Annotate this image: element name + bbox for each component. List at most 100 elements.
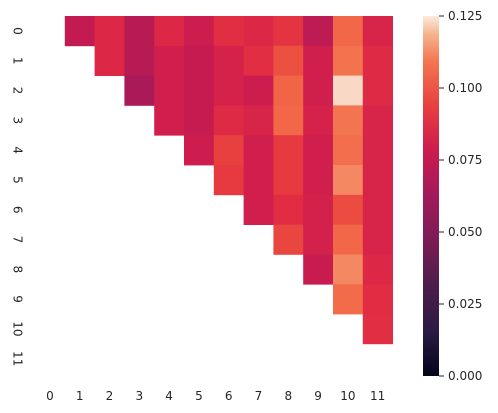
colorbar bbox=[423, 16, 439, 376]
heatmap-cell-7-9 bbox=[303, 224, 334, 255]
x-tick-label-8: 8 bbox=[284, 389, 292, 403]
heatmap-cell-4-6 bbox=[213, 135, 244, 166]
x-tick-label-2: 2 bbox=[106, 389, 114, 403]
y-tick-label-5: 5 bbox=[11, 176, 25, 184]
heatmap-cell-0-8 bbox=[273, 16, 304, 47]
heatmap-cell-2-9 bbox=[303, 75, 334, 106]
heatmap-cell-7-10 bbox=[333, 224, 364, 255]
heatmap-cell-2-6 bbox=[213, 75, 244, 106]
heatmap-cell-3-5 bbox=[184, 105, 215, 136]
y-tick-label-6: 6 bbox=[11, 206, 25, 214]
heatmap-cell-0-9 bbox=[303, 16, 334, 47]
heatmap-cell-3-11 bbox=[362, 105, 393, 136]
heatmap-cell-5-11 bbox=[362, 165, 393, 196]
heatmap-cell-6-11 bbox=[362, 194, 393, 225]
heatmap-cell-2-5 bbox=[184, 75, 215, 106]
heatmap-cell-1-7 bbox=[243, 45, 274, 76]
heatmap-cell-2-3 bbox=[124, 75, 155, 106]
heatmap-cell-4-8 bbox=[273, 135, 304, 166]
heatmap-cell-4-9 bbox=[303, 135, 334, 166]
y-tick-label-11: 11 bbox=[11, 351, 25, 366]
heatmap-cell-6-7 bbox=[243, 194, 274, 225]
colorbar-tick-label-4: 0.100 bbox=[448, 81, 482, 95]
heatmap-cell-1-6 bbox=[213, 45, 244, 76]
heatmap-cell-10-11 bbox=[362, 314, 393, 345]
colorbar-ticks: 0.000 0.025 0.050 0.075 0.100 0.125 bbox=[439, 9, 482, 383]
heatmap-cell-3-8 bbox=[273, 105, 304, 136]
heatmap-cell-8-11 bbox=[362, 254, 393, 285]
heatmap-cell-5-9 bbox=[303, 165, 334, 196]
heatmap-cell-2-7 bbox=[243, 75, 274, 106]
x-tick-label-11: 11 bbox=[370, 389, 385, 403]
heatmap-cell-3-9 bbox=[303, 105, 334, 136]
heatmap-cell-4-7 bbox=[243, 135, 274, 166]
colorbar-tick-label-0: 0.000 bbox=[448, 369, 482, 383]
heatmap-cell-2-11 bbox=[362, 75, 393, 106]
heatmap-cell-1-4 bbox=[154, 45, 185, 76]
heatmap-cell-6-8 bbox=[273, 194, 304, 225]
heatmap-cell-8-10 bbox=[333, 254, 364, 285]
heatmap-cell-4-5 bbox=[184, 135, 215, 166]
y-tick-labels: 0 1 2 3 4 5 6 7 8 9 10 11 bbox=[10, 27, 24, 366]
heatmap-cell-5-7 bbox=[243, 165, 274, 196]
x-tick-label-0: 0 bbox=[46, 389, 54, 403]
heatmap-cell-0-5 bbox=[184, 16, 215, 47]
x-tick-label-10: 10 bbox=[340, 389, 355, 403]
y-tick-label-4: 4 bbox=[11, 146, 25, 154]
heatmap-cell-0-7 bbox=[243, 16, 274, 47]
heatmap-cell-9-10 bbox=[333, 284, 364, 315]
heatmap-cell-3-7 bbox=[243, 105, 274, 136]
heatmap-cell-1-8 bbox=[273, 45, 304, 76]
heatmap-cell-3-10 bbox=[333, 105, 364, 136]
heatmap-cell-2-4 bbox=[154, 75, 185, 106]
heatmap-cell-1-11 bbox=[362, 45, 393, 76]
heatmap-cell-5-10 bbox=[333, 165, 364, 196]
heatmap-cell-0-4 bbox=[154, 16, 185, 47]
x-tick-label-6: 6 bbox=[225, 389, 233, 403]
heatmap-cell-4-10 bbox=[333, 135, 364, 166]
heatmap-cell-1-9 bbox=[303, 45, 334, 76]
x-tick-label-5: 5 bbox=[195, 389, 203, 403]
heatmap-cell-5-6 bbox=[213, 165, 244, 196]
y-tick-label-8: 8 bbox=[11, 265, 25, 273]
heatmap-cell-9-11 bbox=[362, 284, 393, 315]
y-tick-label-0: 0 bbox=[10, 27, 24, 35]
colorbar-tick-label-5: 0.125 bbox=[448, 9, 482, 23]
heatmap-cell-8-9 bbox=[303, 254, 334, 285]
heatmap-cell-3-4 bbox=[154, 105, 185, 136]
heatmap-cell-0-1 bbox=[64, 16, 95, 47]
x-tick-labels: 0 1 2 3 4 5 6 7 8 9 10 11 bbox=[46, 389, 385, 403]
heatmap-cell-5-8 bbox=[273, 165, 304, 196]
heatmap-cell-1-3 bbox=[124, 45, 155, 76]
y-tick-label-7: 7 bbox=[11, 236, 25, 244]
x-tick-label-4: 4 bbox=[165, 389, 173, 403]
y-tick-label-10: 10 bbox=[11, 321, 25, 336]
heatmap-cell-0-11 bbox=[362, 16, 393, 47]
heatmap-cell-1-2 bbox=[94, 45, 125, 76]
heatmap-cell-1-10 bbox=[333, 45, 364, 76]
heatmap-cell-0-3 bbox=[124, 16, 155, 47]
heatmap-cells bbox=[64, 16, 393, 345]
x-tick-label-9: 9 bbox=[314, 389, 322, 403]
y-tick-label-9: 9 bbox=[11, 295, 25, 303]
heatmap-cell-0-6 bbox=[213, 16, 244, 47]
heatmap-cell-3-6 bbox=[213, 105, 244, 136]
heatmap-cell-1-5 bbox=[184, 45, 215, 76]
x-tick-label-3: 3 bbox=[135, 389, 143, 403]
heatmap-cell-0-10 bbox=[333, 16, 364, 47]
heatmap-cell-7-8 bbox=[273, 224, 304, 255]
colorbar-tick-label-2: 0.050 bbox=[448, 225, 482, 239]
heatmap-cell-6-9 bbox=[303, 194, 334, 225]
colorbar-tick-label-1: 0.025 bbox=[448, 297, 482, 311]
y-tick-label-3: 3 bbox=[11, 116, 25, 124]
heatmap-cell-4-11 bbox=[362, 135, 393, 166]
colorbar-tick-label-3: 0.075 bbox=[448, 153, 482, 167]
y-tick-label-1: 1 bbox=[11, 57, 25, 65]
heatmap-cell-6-10 bbox=[333, 194, 364, 225]
heatmap-cell-2-10 bbox=[333, 75, 364, 106]
heatmap-cell-0-2 bbox=[94, 16, 125, 47]
x-tick-label-1: 1 bbox=[76, 389, 84, 403]
y-tick-label-2: 2 bbox=[11, 87, 25, 95]
heatmap-cell-2-8 bbox=[273, 75, 304, 106]
